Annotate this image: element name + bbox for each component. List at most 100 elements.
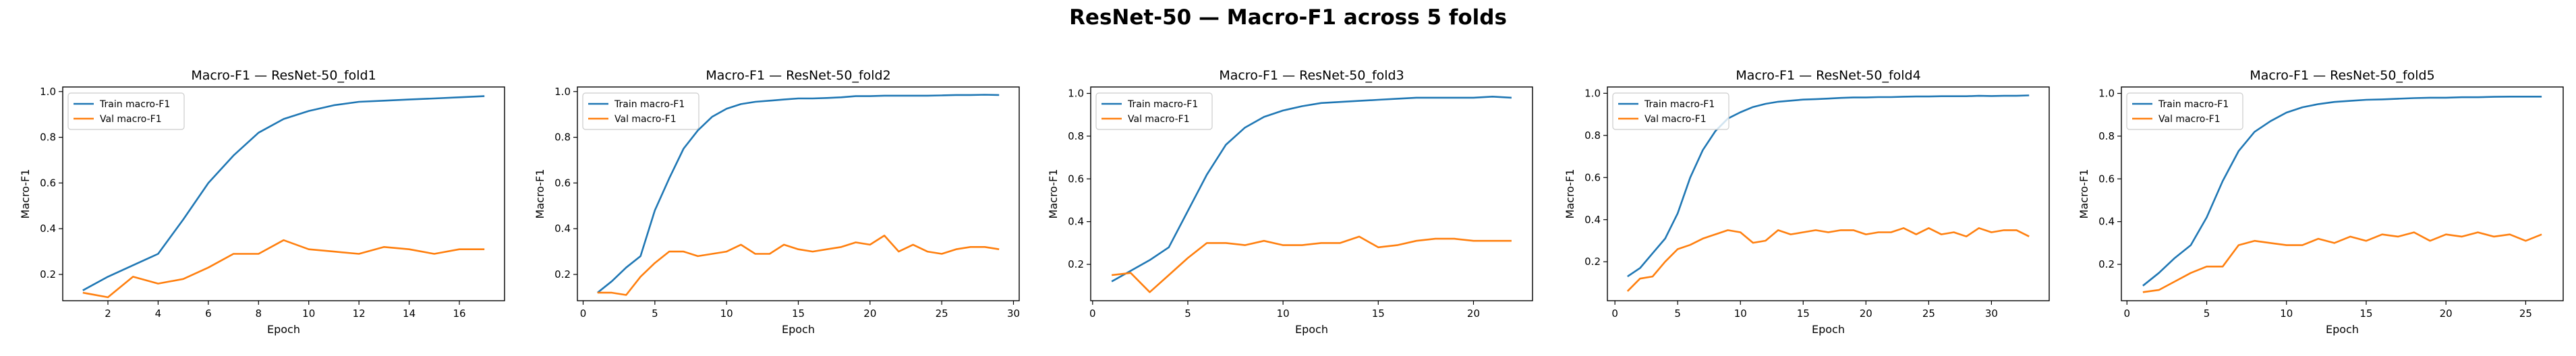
x-tick-label: 0	[580, 307, 587, 320]
x-tick-label: 5	[2204, 307, 2210, 320]
y-tick-label: 1.0	[554, 86, 571, 98]
y-tick-label: 0.4	[554, 222, 571, 235]
chart-panel-4: Macro-F1 — ResNet-50_fold4 0 5 10 15 20 25 30 0.…	[1564, 68, 2050, 336]
y-tick-label: 1.0	[40, 86, 56, 98]
x-tick-label: 20	[1467, 307, 1480, 320]
legend-label-val: Val macro-F1	[1644, 114, 1707, 125]
axes-frame	[2121, 86, 2564, 301]
x-axis-label: Epoch	[2326, 323, 2359, 336]
y-tick-label: 0.8	[1584, 129, 1601, 142]
x-axis-label: Epoch	[782, 323, 815, 336]
x-tick-label: 4	[155, 307, 162, 320]
x-tick-label: 16	[453, 307, 465, 320]
legend-label-val: Val macro-F1	[100, 114, 162, 125]
y-axis-label: Macro-F1	[2078, 169, 2090, 219]
y-tick-label: 0.6	[1584, 171, 1601, 183]
legend: Train macro-F1 Val macro-F1	[582, 92, 699, 130]
y-axis-label: Macro-F1	[1564, 169, 1576, 219]
x-tick-label: 8	[256, 307, 262, 320]
x-tick-label: 10	[2280, 307, 2293, 320]
series-line-train	[1111, 96, 1512, 283]
legend-box	[1612, 92, 1729, 130]
series-line-val	[2142, 231, 2542, 293]
legend-label-val: Val macro-F1	[1128, 114, 1190, 125]
x-tick-label: 25	[1922, 307, 1935, 320]
legend: Train macro-F1 Val macro-F1	[1612, 92, 1729, 130]
legend: Train macro-F1 Val macro-F1	[67, 92, 185, 130]
legend: Train macro-F1 Val macro-F1	[2126, 92, 2243, 130]
x-tick-label: 10	[720, 307, 733, 320]
legend-box	[1095, 92, 1213, 130]
x-tick-label: 15	[1372, 307, 1385, 320]
x-tick-label: 2	[105, 307, 111, 320]
x-tick-label: 14	[403, 307, 416, 320]
x-tick-label: 30	[1985, 307, 1998, 320]
axes-frame	[1607, 86, 2050, 301]
y-tick-label: 0.2	[1584, 256, 1601, 268]
y-tick-label: 0.6	[554, 177, 571, 189]
chart-title: Macro-F1 — ResNet-50_fold2	[706, 68, 890, 83]
x-tick-label: 10	[1277, 307, 1290, 320]
x-tick-label: 12	[353, 307, 366, 320]
x-tick-label: 10	[302, 307, 315, 320]
x-axis-label: Epoch	[267, 323, 300, 336]
y-axis-label: Macro-F1	[1047, 169, 1060, 219]
x-tick-label: 5	[1674, 307, 1681, 320]
y-axis-label: Macro-F1	[534, 169, 546, 219]
figure-title: ResNet-50 — Macro-F1 across 5 folds	[1069, 5, 1507, 30]
x-tick-label: 0	[1611, 307, 1618, 320]
y-tick-label: 0.4	[1068, 216, 1084, 228]
series-line-train	[596, 94, 1000, 294]
y-tick-label: 0.4	[2098, 216, 2115, 228]
y-tick-label: 0.2	[40, 268, 56, 280]
legend-label-train: Train macro-F1	[1127, 99, 1198, 110]
legend-box	[582, 92, 699, 130]
series-line-val	[82, 239, 485, 299]
y-tick-label: 0.6	[1068, 173, 1084, 185]
x-axis-label: Epoch	[1295, 323, 1328, 336]
legend-box	[2126, 92, 2243, 130]
y-tick-label: 0.2	[1068, 258, 1084, 270]
y-tick-label: 1.0	[1584, 87, 1601, 99]
x-tick-label: 5	[652, 307, 658, 320]
y-tick-label: 0.2	[2098, 258, 2115, 270]
series-line-train	[82, 95, 485, 291]
y-tick-label: 1.0	[2098, 88, 2115, 100]
legend-label-train: Train macro-F1	[99, 99, 170, 110]
legend-label-train: Train macro-F1	[614, 99, 685, 110]
x-tick-label: 0	[2124, 307, 2131, 320]
y-tick-label: 0.8	[40, 131, 56, 144]
chart-title: Macro-F1 — ResNet-50_fold4	[1736, 68, 1920, 83]
legend-label-train: Train macro-F1	[1644, 99, 1715, 110]
chart-title: Macro-F1 — ResNet-50_fold5	[2250, 68, 2434, 83]
y-tick-label: 0.6	[40, 177, 56, 189]
axes-frame	[1090, 86, 1533, 301]
x-tick-label: 15	[1797, 307, 1810, 320]
y-tick-label: 0.2	[554, 268, 571, 280]
chart-panel-2: Macro-F1 — ResNet-50_fold2 0 5 10 15 20 25 30 0.…	[534, 68, 1020, 336]
x-tick-label: 5	[1184, 307, 1191, 320]
x-tick-label: 20	[1860, 307, 1872, 320]
series-line-train	[1627, 94, 2030, 278]
x-tick-label: 20	[2440, 307, 2453, 320]
x-axis-label: Epoch	[1812, 323, 1845, 336]
chart-title: Macro-F1 — ResNet-50_fold1	[191, 68, 376, 83]
x-tick-label: 6	[205, 307, 212, 320]
legend-box	[67, 92, 185, 130]
axes-frame	[62, 86, 505, 301]
y-tick-label: 0.8	[2098, 130, 2115, 142]
y-tick-label: 0.8	[554, 131, 571, 144]
y-tick-label: 1.0	[1068, 88, 1084, 100]
legend-label-val: Val macro-F1	[614, 114, 677, 125]
y-tick-label: 0.4	[40, 222, 56, 235]
x-tick-label: 0	[1089, 307, 1096, 320]
y-tick-label: 0.6	[2098, 173, 2115, 185]
chart-panel-5: Macro-F1 — ResNet-50_fold5 0 5 10 15 20 25 0.2 0…	[2078, 68, 2564, 336]
chart-panel-3: Macro-F1 — ResNet-50_fold3 0 5 10 15 20 0.2 0.4…	[1047, 68, 1533, 336]
chart-title: Macro-F1 — ResNet-50_fold3	[1219, 68, 1404, 83]
series-line-val	[1626, 227, 2030, 292]
x-tick-label: 20	[863, 307, 876, 320]
y-axis-label: Macro-F1	[19, 169, 32, 219]
x-tick-label: 15	[2359, 307, 2372, 320]
